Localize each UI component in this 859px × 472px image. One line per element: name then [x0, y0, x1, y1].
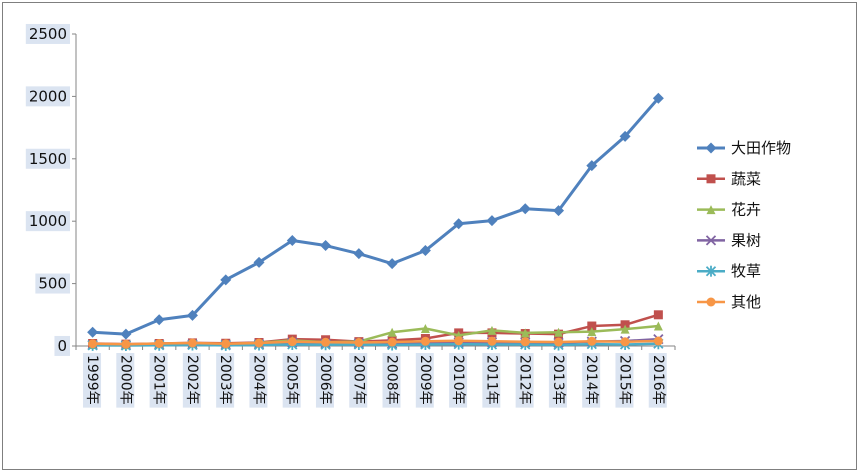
legend-label: 花卉	[731, 201, 761, 219]
svg-text:2012年: 2012年	[517, 355, 533, 405]
x-axis-label: 2009年	[415, 353, 434, 408]
x-axis-label: 2012年	[515, 353, 534, 408]
legend-item: 其他	[697, 293, 761, 311]
chart-series	[87, 92, 664, 340]
svg-text:2013年: 2013年	[550, 355, 566, 405]
y-axis-label: 2000	[25, 86, 70, 107]
x-axis-label: 1999年	[83, 353, 102, 408]
x-axis-label: 2002年	[182, 353, 201, 408]
legend-item: 蔬菜	[697, 170, 761, 188]
y-axis-label: 0	[54, 335, 70, 356]
svg-text:2000: 2000	[29, 87, 67, 105]
svg-text:2002年: 2002年	[184, 355, 200, 405]
svg-text:500: 500	[38, 275, 67, 293]
x-axis-label: 2006年	[315, 353, 334, 408]
legend-item: 果树	[697, 231, 761, 249]
legend-label: 果树	[731, 231, 761, 249]
legend-label: 其他	[731, 293, 761, 311]
svg-text:2014年: 2014年	[583, 355, 599, 405]
svg-text:1000: 1000	[29, 212, 67, 230]
svg-text:1999年: 1999年	[84, 355, 100, 405]
svg-text:2015年: 2015年	[616, 355, 632, 405]
x-axis-label: 2013年	[548, 353, 567, 408]
svg-text:2011年: 2011年	[483, 355, 499, 405]
x-axis-label: 2016年	[648, 353, 667, 408]
x-axis-label: 2000年	[116, 353, 135, 408]
x-axis-label: 2014年	[582, 353, 601, 408]
x-axis-label: 2011年	[482, 353, 501, 408]
svg-text:1500: 1500	[29, 150, 67, 168]
x-axis-label: 2004年	[249, 353, 268, 408]
svg-text:2006年: 2006年	[317, 355, 333, 405]
x-axis-label: 2005年	[282, 353, 301, 408]
y-axis-label: 2500	[25, 23, 70, 44]
svg-text:2009年: 2009年	[417, 355, 433, 405]
x-axis-label: 2001年	[149, 353, 168, 408]
y-axis-label: 1500	[25, 148, 70, 169]
x-axis-label: 2010年	[449, 353, 468, 408]
legend-label: 蔬菜	[731, 170, 761, 188]
legend-label: 大田作物	[731, 139, 791, 157]
x-axis-label: 2003年	[216, 353, 235, 408]
svg-text:2500: 2500	[29, 25, 67, 43]
svg-text:2004年: 2004年	[250, 355, 266, 405]
x-axis-label: 2008年	[382, 353, 401, 408]
svg-text:2010年: 2010年	[450, 355, 466, 405]
svg-text:2003年: 2003年	[217, 355, 233, 405]
y-axis-label: 500	[35, 273, 70, 294]
svg-text:2001年: 2001年	[151, 355, 167, 405]
svg-text:2007年: 2007年	[350, 355, 366, 405]
svg-text:2008年: 2008年	[384, 355, 400, 405]
legend-item: 牧草	[697, 262, 761, 280]
legend-label: 牧草	[731, 262, 761, 280]
y-axis-label: 1000	[25, 211, 70, 232]
svg-text:2000年: 2000年	[117, 355, 133, 405]
svg-text:0: 0	[57, 337, 67, 355]
x-axis-label: 2015年	[615, 353, 634, 408]
svg-text:2005年: 2005年	[284, 355, 300, 405]
legend-item: 大田作物	[697, 139, 791, 157]
x-axis-label: 2007年	[349, 353, 368, 408]
axes: 0 500 1000 1500 2000 2500 1999年 2000年 2001年 2002年…	[25, 23, 676, 408]
legend-item: 花卉	[697, 201, 761, 219]
line-chart: 0 500 1000 1500 2000 2500 1999年 2000年 2001年 2002年…	[25, 23, 791, 408]
chart-series	[88, 336, 663, 349]
svg-text:2016年: 2016年	[650, 355, 666, 405]
